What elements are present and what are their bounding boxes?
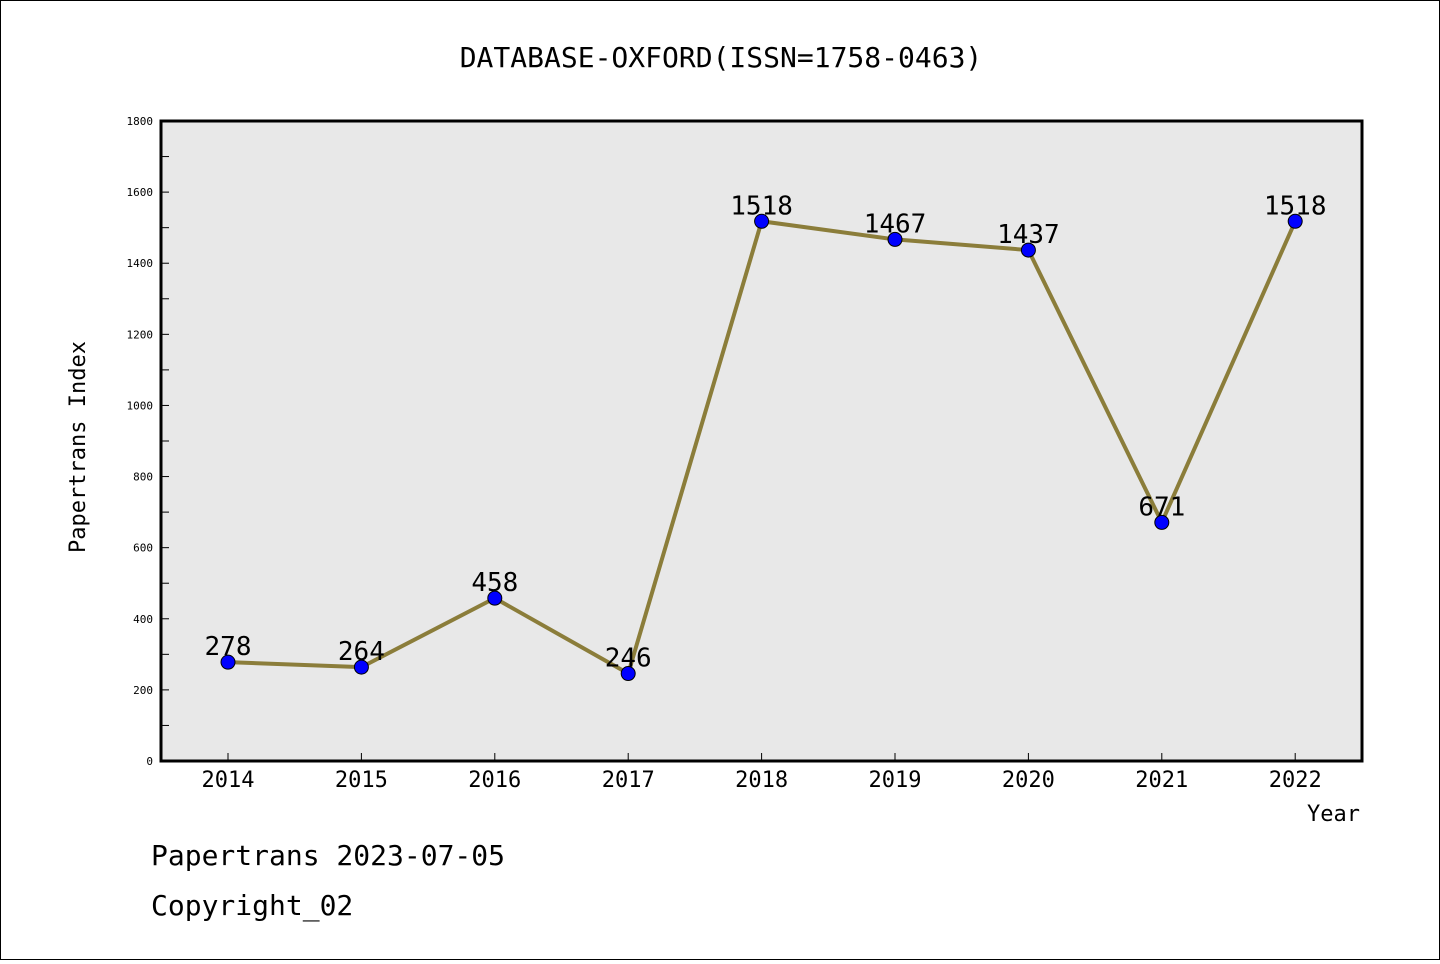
data-label: 278 (205, 632, 252, 662)
data-point (1020, 242, 1036, 258)
y-tick-label: 1200 (127, 328, 154, 341)
y-tick-label: 200 (133, 684, 153, 697)
x-tick-label: 2021 (1135, 768, 1188, 793)
x-tick-label: 2020 (1002, 768, 1055, 793)
x-axis-label: Year (1307, 802, 1360, 827)
footer-date: Papertrans 2023-07-05 (151, 839, 505, 872)
x-axis-ticks: 2014 2015 2016 2017 2018 2019 2020 2021 2022 (202, 753, 1322, 793)
data-point (487, 590, 503, 606)
chart-title: DATABASE-OXFORD(ISSN=1758-0463) (460, 41, 983, 74)
data-point (1154, 514, 1170, 530)
x-tick-label: 2015 (335, 768, 388, 793)
y-tick-label: 1800 (127, 115, 154, 128)
footer-copyright: Copyright_02 (151, 889, 353, 923)
data-label: 1467 (864, 209, 927, 239)
data-point (220, 654, 236, 670)
x-tick-label: 2018 (735, 768, 788, 793)
data-point (620, 666, 636, 682)
y-tick-label: 1600 (127, 186, 154, 199)
y-tick-label: 800 (133, 471, 153, 484)
y-tick-label: 600 (133, 542, 153, 555)
x-tick-label: 2022 (1269, 768, 1322, 793)
y-tick-label: 400 (133, 613, 153, 626)
data-label: 1518 (730, 191, 793, 221)
data-label: 671 (1138, 492, 1185, 522)
y-tick-label: 0 (146, 755, 153, 768)
x-tick-label: 2016 (468, 768, 521, 793)
series-line-group: 278 264 458 246 1518 1467 1437 671 1518 (205, 191, 1327, 682)
x-tick-label: 2014 (202, 768, 255, 793)
data-point (1287, 213, 1303, 229)
x-tick-label: 2019 (869, 768, 922, 793)
data-point (887, 231, 903, 247)
data-point (353, 659, 369, 675)
y-axis-label: Papertrans Index (66, 341, 91, 553)
data-label: 246 (605, 644, 652, 674)
y-tick-label: 1000 (127, 399, 154, 412)
y-tick-label: 1400 (127, 257, 154, 270)
data-label: 264 (338, 637, 385, 667)
data-point (754, 213, 770, 229)
plot-border (159, 119, 1364, 763)
x-tick-label: 2017 (602, 768, 655, 793)
data-label: 1437 (997, 220, 1060, 250)
data-label: 1518 (1264, 191, 1327, 221)
data-label: 458 (471, 568, 518, 598)
